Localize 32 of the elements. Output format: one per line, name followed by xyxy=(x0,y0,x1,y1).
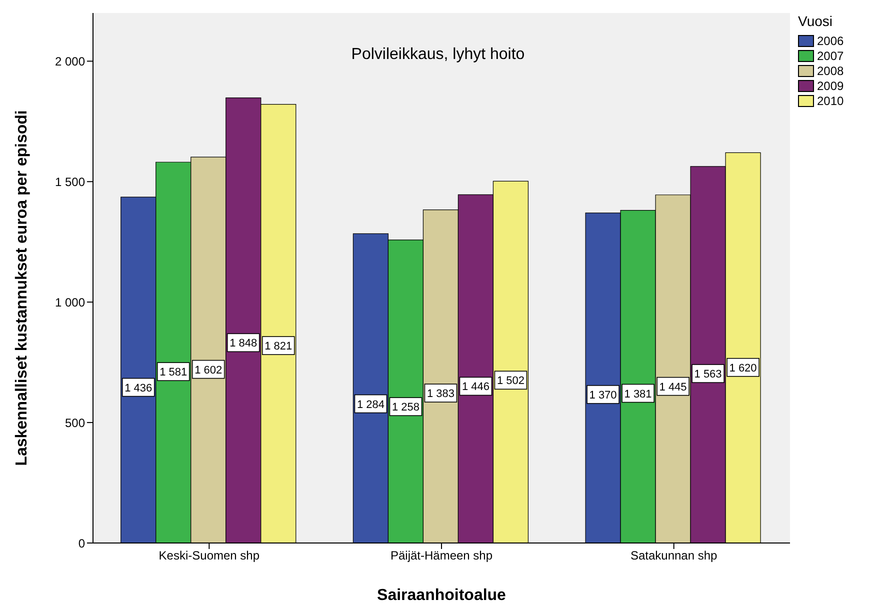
data-label: 1 502 xyxy=(496,375,524,388)
y-tick-label: 1 000 xyxy=(54,295,86,310)
data-label: 1 620 xyxy=(729,362,757,374)
data-label: 1 581 xyxy=(160,366,188,379)
y-tick-label: 0 xyxy=(78,536,86,550)
data-label: 1 370 xyxy=(589,389,617,402)
y-tick-label: 1 500 xyxy=(54,174,86,189)
legend-label: 2008 xyxy=(817,64,844,78)
x-axis-title: Sairaanhoitoalue xyxy=(377,587,506,604)
data-label: 1 383 xyxy=(426,388,454,400)
data-label: 1 445 xyxy=(659,381,687,394)
data-label: 1 436 xyxy=(124,382,152,394)
legend-label: 2007 xyxy=(817,48,844,62)
y-tick-label: 500 xyxy=(64,416,86,430)
legend-title: Vuosi xyxy=(798,13,834,29)
data-label: 1 563 xyxy=(694,368,722,381)
data-label: 1 446 xyxy=(462,381,490,394)
data-label: 1 848 xyxy=(230,338,258,350)
data-label: 1 821 xyxy=(264,340,292,353)
legend-label: 2009 xyxy=(817,78,844,92)
x-tick-label: Päijät-Hämeen shp xyxy=(390,548,493,563)
data-label: 1 258 xyxy=(392,402,420,414)
text: Polvileikkaus, lyhyt hoito xyxy=(350,46,526,64)
data-label: 1 602 xyxy=(194,364,222,376)
data-label: 1 381 xyxy=(624,388,652,400)
data-label: 1 284 xyxy=(356,398,384,411)
y-axis-title: Laskennalliset kustannukset euroa per episodi xyxy=(14,110,31,466)
x-tick-label: Keski-Suomen shp xyxy=(158,548,260,563)
x-tick-label: Satakunnan shp xyxy=(630,548,718,563)
legend-label: 2006 xyxy=(817,34,844,48)
y-tick-label: 2 000 xyxy=(54,54,86,68)
legend-label: 2010 xyxy=(817,94,844,108)
